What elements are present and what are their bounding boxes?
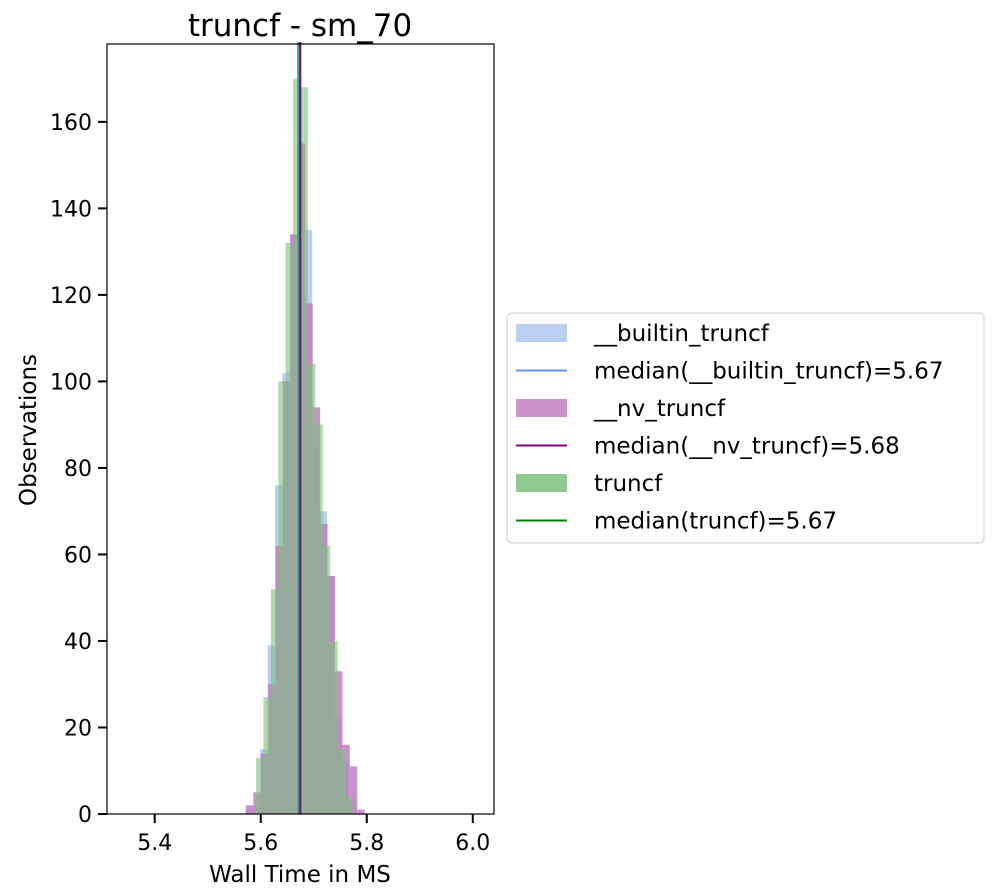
legend-swatch-truncf xyxy=(516,474,567,492)
legend-label-nvtruncf: __nv_truncf xyxy=(593,396,726,422)
plot-frame xyxy=(106,43,495,815)
y-tick-label: 60 xyxy=(64,543,92,568)
bar-truncf-6 xyxy=(300,87,308,815)
bar-nvtruncf-14 xyxy=(349,766,358,814)
x-tick-label: 5.4 xyxy=(137,831,172,856)
legend-swatch-builtintruncf xyxy=(516,324,567,342)
bar-truncf-4 xyxy=(285,242,294,814)
y-tick-label: 140 xyxy=(50,197,92,222)
x-axis: 5.4 5.6 5.8 6.0 xyxy=(137,814,490,856)
y-axis-label: Observations xyxy=(16,354,42,506)
y-tick-label: 100 xyxy=(50,370,92,395)
legend-swatch-nvtruncf xyxy=(516,399,567,417)
legend-label-truncf: truncf xyxy=(594,471,663,497)
legend-median-label-builtintruncf: median(__builtin_truncf)=5.67 xyxy=(594,359,943,385)
bar-truncf-8 xyxy=(315,424,323,814)
bar-truncf-2 xyxy=(270,589,279,814)
bar-nvtruncf-15 xyxy=(357,809,365,814)
x-tick-label: 6.0 xyxy=(455,831,490,856)
median-lines xyxy=(297,42,302,814)
bar-truncf-11 xyxy=(337,749,346,814)
x-tick-label: 5.8 xyxy=(349,831,384,856)
y-axis: 0 20 40 60 80 100 120 140 160 xyxy=(50,111,107,828)
chart-title: truncf - sm_70 xyxy=(188,8,412,44)
legend-median-label-nvtruncf: median(__nv_truncf)=5.68 xyxy=(594,434,900,460)
bar-nvtruncf-13 xyxy=(342,744,350,814)
legend-frame xyxy=(506,312,985,544)
bar-truncf-9 xyxy=(322,545,331,814)
bar-nvtruncf-12 xyxy=(334,671,343,814)
bar-truncf-1 xyxy=(263,697,271,814)
y-tick-label: 0 xyxy=(78,803,92,828)
bar-nvtruncf-0 xyxy=(245,805,254,814)
y-tick-label: 40 xyxy=(64,630,92,655)
y-tick-label: 80 xyxy=(64,457,92,482)
y-tick-label: 160 xyxy=(50,111,92,136)
bar-truncf-5 xyxy=(293,78,301,814)
legend-label-builtintruncf: __builtin_truncf xyxy=(593,321,770,347)
bar-truncf-3 xyxy=(278,381,286,814)
legend: __builtin_truncf median(__builtin_truncf)… xyxy=(506,312,985,544)
x-axis-label: Wall Time in MS xyxy=(209,862,391,888)
bar-truncf-7 xyxy=(307,364,316,814)
y-tick-label: 120 xyxy=(50,284,92,309)
y-tick-label: 20 xyxy=(64,716,92,741)
legend-median-label-truncf: median(truncf)=5.67 xyxy=(594,509,837,535)
x-tick-label: 5.6 xyxy=(243,831,278,856)
bar-truncf-12 xyxy=(345,796,353,814)
bar-truncf-10 xyxy=(330,640,338,814)
bar-truncf-0 xyxy=(255,757,264,814)
